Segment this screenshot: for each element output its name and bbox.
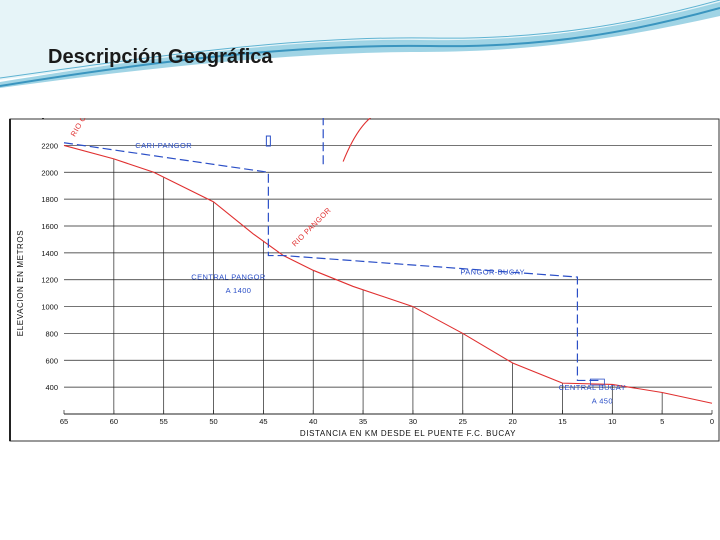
x-axis-title: DISTANCIA EN KM DESDE EL PUENTE F.C. BUC…: [300, 429, 516, 438]
x-tick-label: 15: [558, 417, 566, 426]
annotation-label: CENTRAL BUCAY: [559, 383, 626, 392]
x-tick-label: 5: [660, 417, 664, 426]
y-tick-label: 1200: [41, 276, 58, 285]
chillanes-river-line: [342, 118, 372, 162]
x-tick-label: 55: [160, 417, 168, 426]
annotation-label: CARI-PANGOR: [135, 141, 192, 150]
bucay-plant-marker: [589, 378, 605, 386]
header-wave-decoration: [0, 0, 720, 88]
intake-marker: [265, 135, 271, 147]
x-tick-label: 60: [110, 417, 118, 426]
y-tick-label: 1000: [41, 303, 58, 312]
x-tick-label: 65: [60, 417, 68, 426]
y-tick-label: 1800: [41, 195, 58, 204]
x-tick-label: 35: [359, 417, 367, 426]
header-wave-band: [0, 2, 720, 88]
y-tick-label: 1600: [41, 222, 58, 231]
y-tick-label: 600: [45, 356, 58, 365]
river-profile-line: [63, 144, 713, 404]
conduction-route-line: [63, 142, 603, 382]
x-tick-label: 10: [608, 417, 616, 426]
slide-title: Descripción Geográfica: [48, 46, 273, 68]
x-tick-label: 40: [309, 417, 317, 426]
annotation-label: PANGOR-BUCAY: [460, 267, 525, 276]
y-axis-title: ELEVACION EN METROS: [16, 230, 25, 336]
y-tick-label: 2000: [41, 168, 58, 177]
annotation-label: A 1400: [226, 286, 252, 295]
y-tick-label: 1400: [41, 249, 58, 258]
header-wave-fill: [0, 0, 720, 80]
x-tick-label: 45: [259, 417, 267, 426]
y-tick-label: 400: [45, 383, 58, 392]
header-wave-line: [0, 7, 720, 87]
chillanes-branch-line: [322, 118, 324, 165]
header-wave-line-2: [0, 0, 720, 79]
y-tick-label: 800: [45, 329, 58, 338]
elevation-profile-chart: 400 600 800 1000 1200 1400 1600 1800 2000 2200 65 6…: [9, 118, 720, 442]
x-tick-label: 50: [209, 417, 217, 426]
x-tick-label: 20: [508, 417, 516, 426]
x-tick-label: 25: [459, 417, 467, 426]
annotation-label: A 450: [592, 396, 613, 405]
x-tick-label: 0: [710, 417, 714, 426]
y-tick-label: 2200: [41, 141, 58, 150]
x-tick-label: 30: [409, 417, 417, 426]
annotation-label: CENTRAL PANGOR: [191, 273, 266, 282]
